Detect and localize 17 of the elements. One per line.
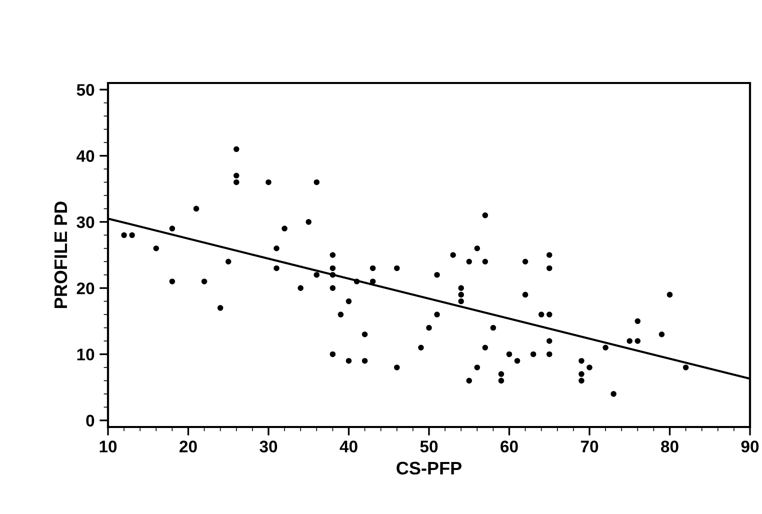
x-tick-label: 20 bbox=[180, 440, 197, 452]
y-tick-label: 20 bbox=[76, 282, 94, 294]
x-axis-title: CS-PFP bbox=[396, 462, 462, 475]
y-tick-label: 50 bbox=[76, 84, 94, 96]
x-tick-label: 40 bbox=[340, 440, 358, 452]
x-tick-label: 30 bbox=[260, 440, 278, 452]
x-tick-label: 60 bbox=[500, 440, 518, 452]
y-tick-label: 10 bbox=[77, 348, 94, 360]
y-tick-label: 30 bbox=[76, 216, 94, 228]
x-tick-label: 50 bbox=[420, 440, 438, 452]
y-axis-title: PROFILE PD bbox=[54, 202, 68, 308]
x-tick-label: 10 bbox=[100, 440, 117, 452]
x-tick-label: 70 bbox=[580, 440, 598, 452]
x-tick-label: 80 bbox=[661, 440, 678, 452]
y-tick-label: 0 bbox=[86, 414, 94, 427]
x-tick-label: 90 bbox=[741, 440, 759, 452]
y-tick-label: 40 bbox=[76, 150, 94, 162]
